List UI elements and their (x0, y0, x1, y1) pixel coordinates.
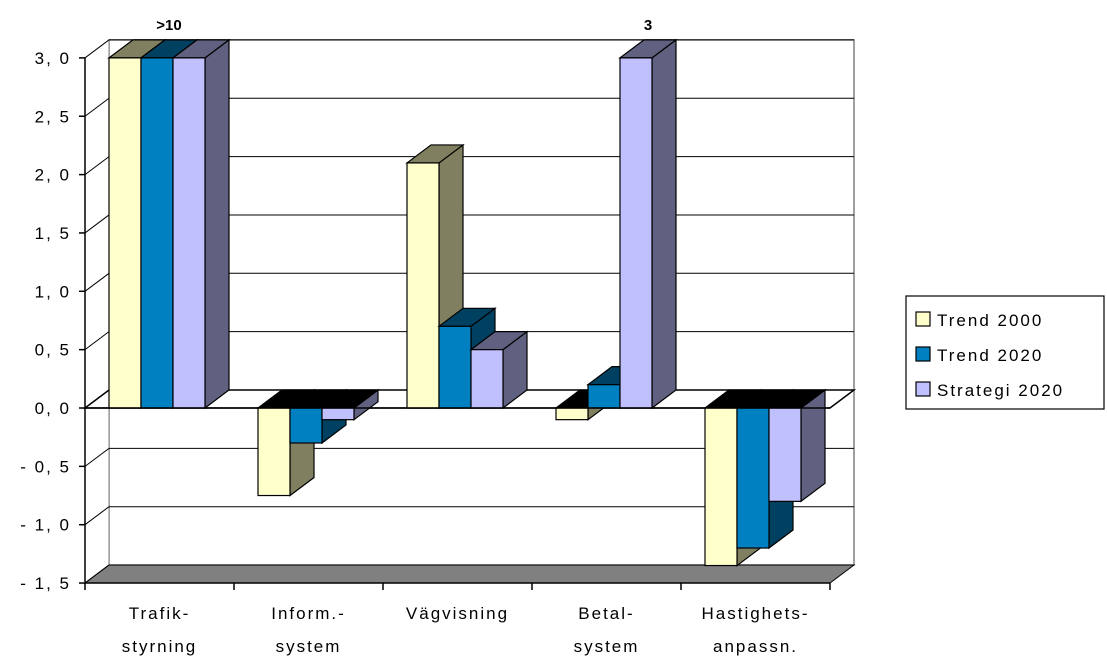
bar-front (108, 57, 142, 409)
legend-swatch (915, 381, 931, 397)
y-tick-label: 0, 5 (35, 341, 71, 360)
side-wall (84, 38, 110, 585)
y-tick-label: 2, 0 (35, 166, 71, 185)
bars (82, 38, 857, 567)
x-tick-label: Betal- (578, 604, 634, 623)
y-tick-label: - 0, 5 (20, 457, 71, 476)
bar-side (651, 38, 677, 410)
y-tick-label: 0, 0 (35, 399, 71, 418)
gridline-side (84, 447, 110, 467)
legend-swatch (915, 346, 931, 362)
bar-front (321, 407, 355, 421)
bar-4-2 (767, 388, 827, 503)
legend-label: Strategi 2020 (937, 381, 1064, 400)
floor (83, 564, 856, 584)
x-tick-label: Hastighets- (702, 604, 810, 623)
legend-swatch (915, 311, 931, 327)
bar-front (172, 57, 206, 409)
y-axis: 3, 0 2, 5 2, 0 1, 5 1, 0 0, 5 0, 0 - 0, 5 - 1, 0… (20, 49, 86, 593)
bar-front (587, 384, 621, 409)
x-tick-label: system (574, 637, 640, 656)
y-tick-label: 2, 5 (35, 107, 71, 126)
bar-front (470, 349, 504, 409)
x-axis: Trafik-styrning Inform.- system Vägvisning B… (84, 407, 831, 656)
bar-front (736, 407, 770, 549)
y-tick-label: 1, 0 (35, 282, 71, 301)
gridline-side (84, 506, 110, 526)
gridline-side (84, 39, 110, 59)
data-label-bg (149, 13, 189, 36)
x-tick-label: Trafik- (129, 604, 191, 623)
legend-label: Trend 2000 (937, 311, 1043, 330)
gridline-side (84, 156, 110, 176)
x-tick-label: Inform.- (271, 604, 346, 623)
legend: Trend 2000 Trend 2020 Strategi 2020 (905, 295, 1105, 410)
plot-area (83, 38, 856, 585)
bar-3-2 (618, 38, 678, 410)
bar-side (800, 388, 826, 503)
legend-box (905, 295, 1105, 410)
gridline-side (84, 331, 110, 351)
bar-2-2 (469, 330, 529, 410)
bar-side (204, 38, 230, 410)
bar-front (555, 407, 589, 421)
bar-front (257, 407, 291, 497)
bar-front (704, 407, 738, 567)
x-tick-label: system (276, 637, 342, 656)
x-tick-label: Vägvisning (406, 604, 509, 623)
x-tick-label: anpassn. (713, 637, 798, 656)
y-tick-label: - 1, 5 (20, 574, 71, 593)
y-tick-label: - 1, 0 (20, 516, 71, 535)
y-tick-label: 1, 5 (35, 224, 71, 243)
bar-front (140, 57, 174, 409)
bar-front (289, 407, 323, 444)
gridline-side (84, 214, 110, 234)
gridline-side (84, 272, 110, 292)
x-tick-label: styrning (122, 637, 198, 656)
gridline-side (84, 97, 110, 117)
bar-front (768, 407, 802, 502)
bar-0-2 (171, 38, 231, 410)
data-labels: >10 3 (149, 13, 658, 36)
y-tick-label: 3, 0 (35, 49, 71, 68)
bar-front (406, 162, 440, 409)
legend-label: Trend 2020 (937, 346, 1043, 365)
data-label-bg (638, 13, 658, 36)
bar-front (438, 325, 472, 409)
bar-front (619, 57, 653, 409)
data-label: >10 (156, 17, 181, 34)
data-label: 3 (644, 17, 652, 34)
